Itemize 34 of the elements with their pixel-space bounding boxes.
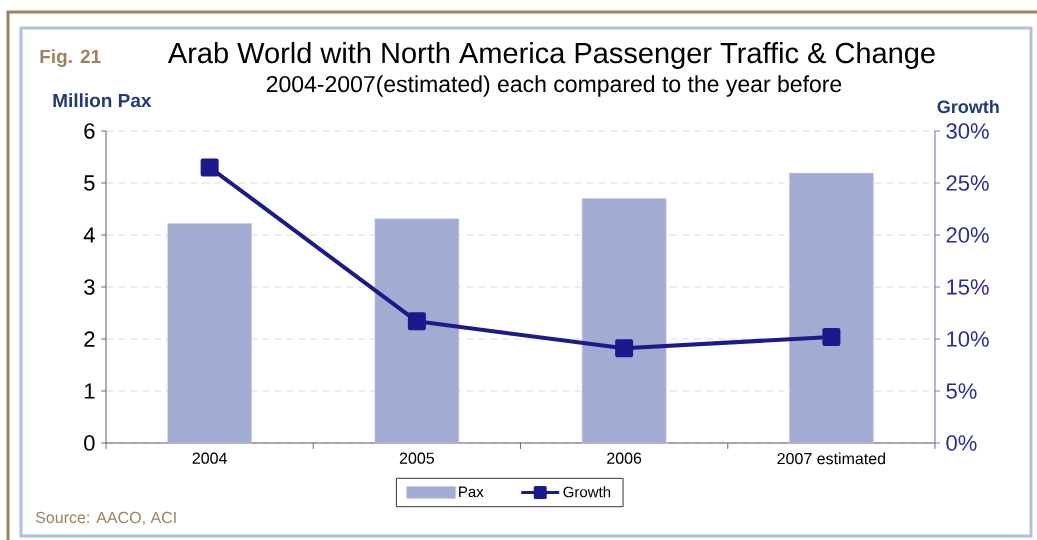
chart-title: Arab World with North America Passenger Traffic & Change — [167, 41, 935, 70]
y-tick-label: 2 — [84, 331, 95, 347]
y2-tick-label: 0% — [946, 435, 977, 451]
x-tick-label: 2005 — [399, 452, 434, 464]
y2-axis-title: Growth — [937, 99, 999, 114]
bar — [789, 172, 874, 444]
y2-tick-label: 20% — [946, 227, 989, 243]
x-tick-label: 2006 — [607, 452, 642, 464]
y-tick-label: 6 — [84, 123, 95, 139]
legend-label: Growth — [563, 486, 611, 498]
bar — [581, 198, 667, 444]
x-tick-label: 2007 estimated — [777, 452, 886, 465]
y-tick-label: 3 — [84, 279, 95, 295]
caption: Fig. 21 — [40, 49, 101, 68]
x-tick-label: 2004 — [192, 452, 227, 464]
y2-tick-label: 25% — [946, 175, 989, 191]
bar — [374, 218, 460, 444]
y-tick-label: 1 — [84, 383, 95, 399]
point — [615, 339, 634, 358]
legend-label: Pax — [459, 486, 484, 498]
y2-tick-label: 10% — [947, 331, 989, 347]
point — [200, 158, 219, 177]
point — [407, 312, 426, 331]
y2-tick-label: 5% — [946, 383, 977, 399]
y-tick-label: 4 — [83, 227, 95, 243]
y2-tick-label: 15% — [947, 279, 989, 295]
point — [822, 327, 841, 346]
source-note: Source: AACO, ACI — [35, 511, 176, 526]
y-tick-label: 0 — [84, 435, 95, 451]
chart-subtitle: 2004-2007(estimated) each compared to the year before — [266, 75, 842, 97]
bar — [167, 223, 252, 444]
y-tick-label: 5 — [84, 175, 95, 191]
y2-tick-label: 30% — [946, 123, 989, 139]
y-axis-title: Million Pax — [53, 93, 152, 108]
